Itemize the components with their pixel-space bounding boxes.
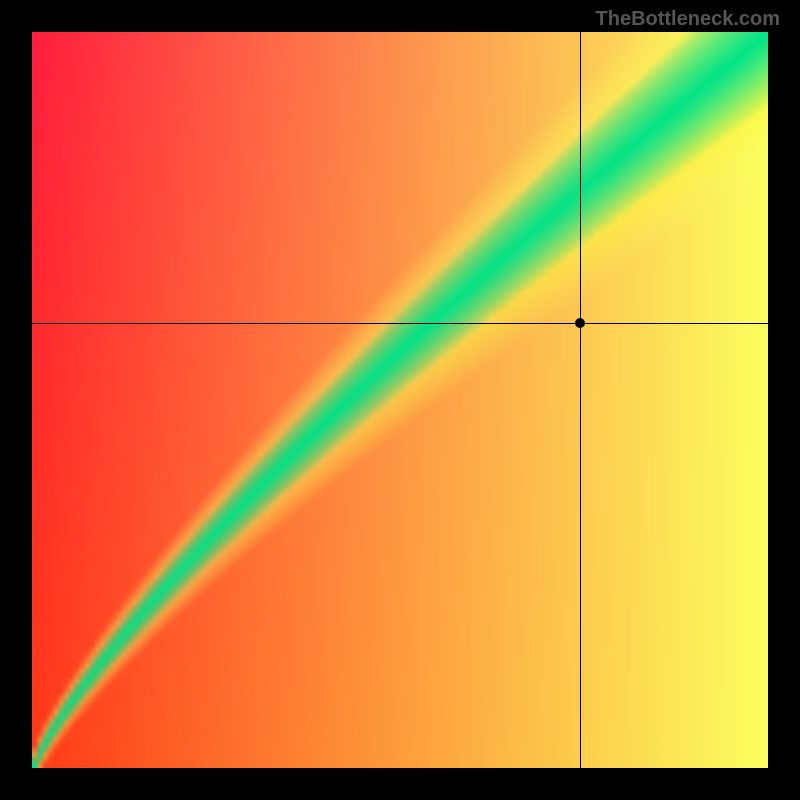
watermark-label: TheBottleneck.com bbox=[596, 8, 780, 31]
chart-container: TheBottleneck.com bbox=[0, 0, 800, 800]
crosshair-horizontal bbox=[32, 323, 768, 324]
crosshair-vertical bbox=[580, 32, 581, 768]
crosshair-marker bbox=[575, 318, 585, 328]
heatmap-canvas bbox=[32, 32, 768, 768]
plot-area bbox=[32, 32, 768, 768]
